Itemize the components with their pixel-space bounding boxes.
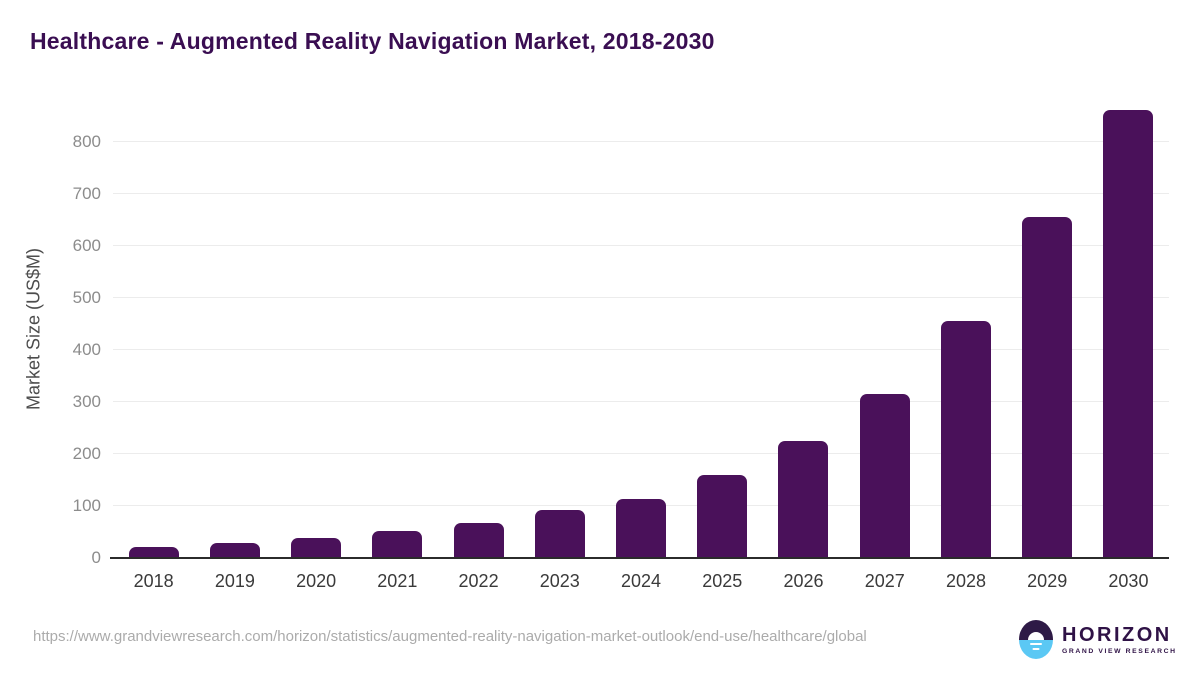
horizon-logo-icon — [1019, 620, 1053, 659]
bar-band-2021 — [357, 100, 438, 558]
logo-brand-subtitle: GRAND VIEW RESEARCH — [1062, 647, 1177, 655]
bar-2022[interactable] — [453, 522, 504, 558]
gridline-400 — [113, 348, 1169, 350]
gridline-500 — [113, 296, 1169, 298]
bar-band-2020 — [275, 100, 356, 558]
logo-top-half — [1019, 620, 1053, 641]
bar-band-2028 — [925, 100, 1006, 558]
bar-2030[interactable] — [1103, 110, 1154, 558]
x-axis-line — [110, 557, 1169, 559]
y-tick-500: 500 — [72, 287, 101, 307]
plot-wrap: Market Size (US$M) 0 100 200 300 400 500 600 70… — [24, 100, 1169, 591]
x-tick-2027: 2027 — [864, 571, 905, 591]
x-tick-2018: 2018 — [133, 571, 174, 591]
x-tick-2030: 2030 — [1108, 571, 1149, 591]
x-tick-2019: 2019 — [214, 571, 255, 591]
gridline-200 — [113, 452, 1169, 454]
bar-band-2027 — [844, 100, 925, 558]
x-tick-2022: 2022 — [458, 571, 499, 591]
x-tick-2021: 2021 — [377, 571, 418, 591]
chart-title: Healthcare - Augmented Reality Navigatio… — [30, 28, 715, 54]
logo-reflection-line — [1032, 648, 1040, 651]
bar-band-2018 — [113, 100, 194, 558]
bar-band-2026 — [763, 100, 844, 558]
x-tick-2023: 2023 — [539, 571, 580, 591]
horizon-logo: HORIZON GRAND VIEW RESEARCH — [1019, 620, 1177, 659]
x-tick-2028: 2028 — [945, 571, 986, 591]
bar-2019[interactable] — [209, 543, 260, 558]
y-tick-700: 700 — [72, 183, 101, 203]
logo-sun-icon — [1028, 632, 1044, 641]
bar-2028[interactable] — [940, 321, 991, 558]
bar-band-2022 — [438, 100, 519, 558]
bar-2021[interactable] — [372, 530, 423, 558]
bar-2029[interactable] — [1022, 216, 1073, 558]
y-tick-800: 800 — [72, 131, 101, 151]
bar-2027[interactable] — [859, 393, 910, 558]
y-tick-400: 400 — [72, 339, 101, 359]
bar-band-2024 — [600, 100, 681, 558]
y-tick-600: 600 — [72, 235, 101, 255]
y-tick-300: 300 — [72, 391, 101, 411]
bar-2025[interactable] — [697, 475, 748, 558]
bar-band-2025 — [682, 100, 763, 558]
bar-2018[interactable] — [128, 546, 179, 558]
bar-2020[interactable] — [291, 538, 342, 558]
gridline-700 — [113, 192, 1169, 194]
gridline-800 — [113, 140, 1169, 142]
bar-band-2019 — [194, 100, 275, 558]
x-tick-2020: 2020 — [296, 571, 337, 591]
y-tick-0: 0 — [91, 548, 101, 567]
x-axis-ticks: 2018 2019 2020 2021 2022 2023 2024 2025 2026 2027… — [113, 571, 1169, 592]
plot-area — [110, 100, 1169, 559]
bar-band-2029 — [1007, 100, 1088, 558]
x-tick-2029: 2029 — [1027, 571, 1068, 591]
bar-2026[interactable] — [778, 440, 829, 558]
y-tick-100: 100 — [72, 495, 101, 515]
logo-brand-name: HORIZON — [1062, 623, 1172, 646]
x-tick-2025: 2025 — [702, 571, 743, 591]
bar-2024[interactable] — [616, 498, 667, 558]
gridline-300 — [113, 400, 1169, 402]
source-url: https://www.grandviewresearch.com/horizo… — [33, 628, 867, 645]
x-tick-2026: 2026 — [783, 571, 824, 591]
bar-2023[interactable] — [534, 510, 585, 558]
y-tick-200: 200 — [72, 443, 101, 463]
x-tick-2024: 2024 — [621, 571, 662, 591]
bar-series — [113, 100, 1169, 558]
logo-text: HORIZON GRAND VIEW RESEARCH — [1062, 625, 1177, 655]
bar-band-2030 — [1088, 100, 1169, 558]
gridline-600 — [113, 244, 1169, 246]
y-axis-ticks: 0 100 200 300 400 500 600 700 800 — [41, 100, 101, 566]
logo-reflection-line — [1030, 643, 1042, 646]
bar-band-2023 — [519, 100, 600, 558]
